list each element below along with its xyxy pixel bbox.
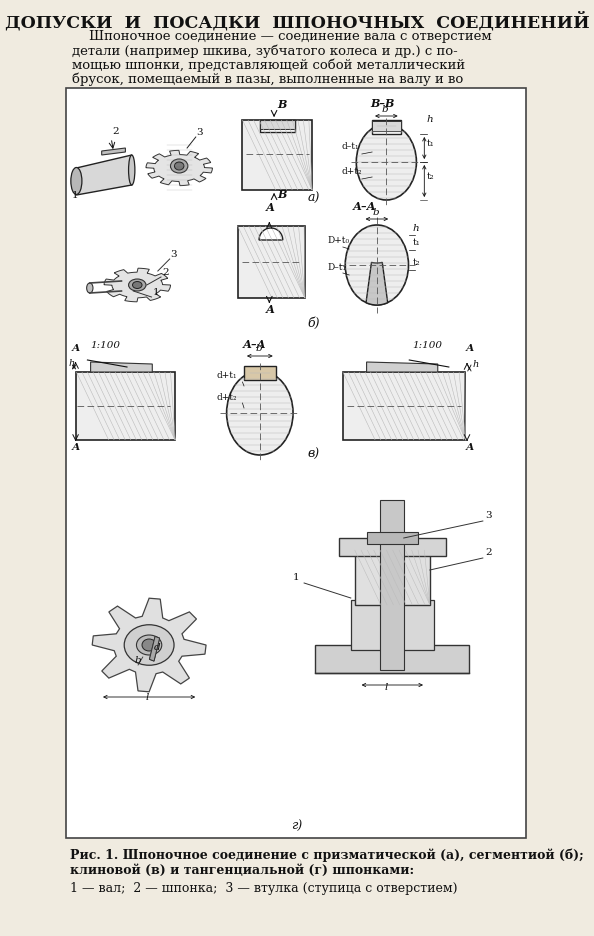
Text: 1:100: 1:100 xyxy=(91,341,121,350)
Ellipse shape xyxy=(345,225,409,305)
Text: А: А xyxy=(72,443,80,452)
Bar xyxy=(339,538,446,556)
Text: а): а) xyxy=(307,192,320,205)
Text: А: А xyxy=(466,443,474,452)
Bar xyxy=(260,120,295,132)
Text: в): в) xyxy=(307,448,320,461)
Text: 3: 3 xyxy=(170,250,177,259)
Bar xyxy=(244,366,276,380)
Text: В–В: В–В xyxy=(371,98,395,109)
Text: брусок, помещаемый в пазы, выполненные на валу и во: брусок, помещаемый в пазы, выполненные н… xyxy=(72,72,463,85)
Text: d+t₂: d+t₂ xyxy=(216,393,237,402)
Text: В: В xyxy=(277,189,287,200)
Text: 2: 2 xyxy=(163,268,169,277)
Text: t₁: t₁ xyxy=(412,238,420,247)
Polygon shape xyxy=(92,598,206,692)
Text: 1:100: 1:100 xyxy=(412,341,443,350)
Ellipse shape xyxy=(71,168,82,195)
Bar xyxy=(238,226,305,298)
Text: t₁: t₁ xyxy=(426,139,434,148)
Text: b: b xyxy=(255,344,262,353)
Text: мощью шпонки, представляющей собой металлический: мощью шпонки, представляющей собой метал… xyxy=(72,58,465,71)
Ellipse shape xyxy=(87,283,93,293)
Polygon shape xyxy=(77,155,132,195)
Ellipse shape xyxy=(356,124,416,200)
Text: t₂: t₂ xyxy=(412,258,420,267)
Text: d–t₁: d–t₁ xyxy=(342,142,359,151)
Bar xyxy=(343,372,466,440)
Text: клиновой (в) и тангенциальной (г) шпонками:: клиновой (в) и тангенциальной (г) шпонка… xyxy=(70,864,414,877)
Polygon shape xyxy=(102,148,125,155)
Text: h: h xyxy=(473,360,479,369)
Ellipse shape xyxy=(124,624,174,665)
Bar xyxy=(366,532,418,544)
Text: А: А xyxy=(266,304,274,315)
Text: D+t₀: D+t₀ xyxy=(327,236,349,245)
Text: t₂: t₂ xyxy=(426,172,434,181)
Text: d: d xyxy=(154,643,160,652)
Text: 1: 1 xyxy=(72,191,78,200)
Text: ДОПУСКИ  И  ПОСАДКИ  ШПОНОЧНЫХ  СОЕДИНЕНИЙ: ДОПУСКИ И ПОСАДКИ ШПОНОЧНЫХ СОЕДИНЕНИЙ xyxy=(5,12,589,32)
Text: 1: 1 xyxy=(153,288,160,297)
Bar xyxy=(372,121,400,131)
Text: D–t₁: D–t₁ xyxy=(327,263,346,272)
Text: А–А: А–А xyxy=(353,201,377,212)
Text: h: h xyxy=(426,115,433,124)
Polygon shape xyxy=(104,269,170,301)
Ellipse shape xyxy=(175,162,184,170)
Text: b: b xyxy=(381,105,388,114)
Bar xyxy=(355,550,430,605)
Text: b: b xyxy=(135,656,141,665)
Ellipse shape xyxy=(227,371,293,455)
Bar xyxy=(242,120,312,190)
Text: Шпоночное соединение — соединение вала с отверстием: Шпоночное соединение — соединение вала с… xyxy=(72,30,491,43)
Text: г): г) xyxy=(292,820,302,833)
Ellipse shape xyxy=(170,159,188,173)
Bar xyxy=(315,645,469,673)
Ellipse shape xyxy=(128,155,135,185)
Text: d+t₂: d+t₂ xyxy=(342,167,362,176)
Text: 2: 2 xyxy=(112,127,119,136)
Text: 1 — вал;  2 — шпонка;  3 — втулка (ступица с отверстием): 1 — вал; 2 — шпонка; 3 — втулка (ступица… xyxy=(70,882,457,895)
Text: В: В xyxy=(277,99,287,110)
Text: b: b xyxy=(373,208,380,217)
Polygon shape xyxy=(146,151,213,185)
Text: l: l xyxy=(145,693,148,702)
Ellipse shape xyxy=(142,639,156,651)
Text: детали (например шкива, зубчатого колеса и др.) с по-: детали (например шкива, зубчатого колеса… xyxy=(72,44,457,57)
Text: 2: 2 xyxy=(485,548,492,557)
Text: А–А: А–А xyxy=(242,339,266,350)
Bar xyxy=(77,372,175,440)
Text: б): б) xyxy=(307,317,320,330)
Polygon shape xyxy=(150,636,160,661)
Text: h: h xyxy=(68,359,75,368)
Bar xyxy=(351,600,434,650)
Bar xyxy=(372,120,400,134)
Ellipse shape xyxy=(132,282,142,288)
Polygon shape xyxy=(150,636,160,661)
Text: 3: 3 xyxy=(485,511,492,520)
Text: h: h xyxy=(412,224,419,233)
Text: 3: 3 xyxy=(197,128,203,137)
Polygon shape xyxy=(366,262,388,305)
Ellipse shape xyxy=(137,635,162,655)
Text: А: А xyxy=(266,202,274,213)
Text: l: l xyxy=(385,683,388,692)
Polygon shape xyxy=(91,362,152,372)
Text: А: А xyxy=(466,344,474,353)
Text: Рис. 1. Шпоночное соединение с призматической (а), сегментиой (б);: Рис. 1. Шпоночное соединение с призматич… xyxy=(70,848,584,861)
Text: 1: 1 xyxy=(293,573,299,582)
Text: А: А xyxy=(72,344,80,353)
Polygon shape xyxy=(259,228,283,240)
Polygon shape xyxy=(366,362,438,372)
Text: d+t₁: d+t₁ xyxy=(216,371,237,380)
Ellipse shape xyxy=(128,279,146,291)
Bar xyxy=(260,120,295,129)
Bar xyxy=(380,500,404,670)
Bar xyxy=(66,88,526,838)
